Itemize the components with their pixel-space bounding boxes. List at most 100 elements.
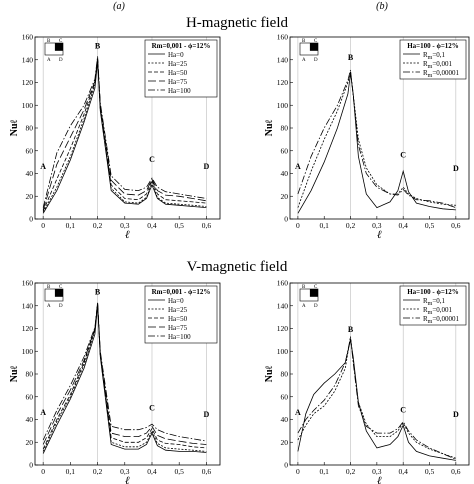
y-tick-label: 40 xyxy=(26,169,34,178)
legend-entry: Ha=75 xyxy=(168,78,188,86)
point-label-c: C xyxy=(400,151,406,160)
y-tick-label: 60 xyxy=(281,146,289,155)
chart-panel-4: 0 20 40 60 80 100 120 140 160 0 0,1 0,2 0,3 0,4 0,5 0,6… xyxy=(264,279,470,484)
y-tick-label: 80 xyxy=(26,370,34,379)
x-tick-label: 0,5 xyxy=(425,467,435,476)
y-tick-label: 0 xyxy=(284,215,288,224)
inset-block xyxy=(309,289,318,297)
series-line-1 xyxy=(297,339,456,461)
inset-corner-label: B xyxy=(302,285,306,290)
inset-block xyxy=(54,43,63,51)
legend-entry: Rm=0,1 xyxy=(423,297,446,307)
x-tick-label: 0,5 xyxy=(425,221,435,230)
x-tick-label: 0,1 xyxy=(320,467,330,476)
legend-box xyxy=(399,285,467,326)
x-axis-label: ℓ xyxy=(377,475,382,484)
legend-box xyxy=(144,39,218,98)
x-tick-label: 0,2 xyxy=(93,221,103,230)
y-tick-label: 0 xyxy=(29,461,33,470)
x-tick-label: 0,3 xyxy=(372,467,382,476)
point-label-a: A xyxy=(295,408,301,417)
y-tick-label: 160 xyxy=(22,279,34,288)
legend-entry: Ha=100 xyxy=(168,87,191,95)
x-tick-label: 0,4 xyxy=(399,467,409,476)
y-tick-label: 120 xyxy=(277,324,289,333)
series-line-2 xyxy=(42,59,207,213)
x-tick-label: 0,6 xyxy=(451,467,461,476)
x-tick-label: 0 xyxy=(41,467,45,476)
x-tick-label: 0,3 xyxy=(372,221,382,230)
series-line-2 xyxy=(297,71,456,208)
y-axis-label: Nuℓ xyxy=(9,365,20,382)
x-axis-label: ℓ xyxy=(125,475,130,484)
legend-title: Ha=100 - ϕ=12% xyxy=(407,288,459,296)
row-title-v: V-magnetic field xyxy=(187,259,288,275)
x-tick-label: 0 xyxy=(296,467,300,476)
series-line-1 xyxy=(42,305,207,454)
chart-panel-2: 0 20 40 60 80 100 120 140 160 0 0,1 0,2 0,3 0,4 0,5 0,6… xyxy=(264,33,470,241)
y-tick-label: 100 xyxy=(22,101,34,110)
y-tick-label: 40 xyxy=(26,415,34,424)
legend-title: Rm=0,001 - ϕ=12% xyxy=(152,288,211,296)
point-label-c: C xyxy=(400,406,406,415)
y-tick-label: 120 xyxy=(22,324,34,333)
legend-entry: Ha=50 xyxy=(168,315,188,323)
legend-entry: Rm=0,001 xyxy=(423,60,453,70)
chart-panel-1: 0 20 40 60 80 100 120 140 160 0 0,1 0,2 0,3 0,4 0,5 0,6… xyxy=(9,33,221,241)
legend-entry: Rm=0,00001 xyxy=(423,315,460,325)
inset-corner-label: C xyxy=(314,285,318,290)
chart-panel-3: 0 20 40 60 80 100 120 140 160 0 0,1 0,2 0,3 0,4 0,5 0,6… xyxy=(9,279,221,484)
point-label-b: B xyxy=(95,287,101,296)
series-line-3 xyxy=(42,58,207,212)
y-tick-label: 160 xyxy=(277,279,289,288)
legend-entry: Ha=0 xyxy=(168,51,184,59)
series-line-1 xyxy=(42,61,207,214)
series-line-3 xyxy=(297,337,456,460)
inset-corner-label: D xyxy=(59,58,63,63)
y-tick-label: 0 xyxy=(284,461,288,470)
point-label-a: A xyxy=(40,162,46,171)
y-tick-label: 100 xyxy=(277,101,289,110)
row-title-h: H-magnetic field xyxy=(186,15,289,31)
y-tick-label: 160 xyxy=(22,33,34,42)
inset-corner-label: D xyxy=(314,58,318,63)
y-tick-label: 80 xyxy=(26,124,34,133)
inset-corner-label: C xyxy=(59,39,63,44)
y-tick-label: 40 xyxy=(281,415,289,424)
legend-box xyxy=(399,39,467,80)
y-tick-label: 20 xyxy=(281,438,289,447)
inset-corner-label: C xyxy=(314,39,318,44)
inset-corner-label: A xyxy=(302,304,306,309)
point-label-b: B xyxy=(95,41,101,50)
series-line-2 xyxy=(297,336,456,459)
x-tick-label: 0,6 xyxy=(202,467,212,476)
y-tick-label: 20 xyxy=(26,438,34,447)
series-line-2 xyxy=(42,304,207,452)
point-label-a: A xyxy=(40,408,46,417)
y-tick-label: 140 xyxy=(22,301,34,310)
point-label-d: D xyxy=(204,410,210,419)
inset-corner-label: B xyxy=(47,39,51,44)
y-tick-label: 80 xyxy=(281,370,289,379)
legend-entry: Ha=50 xyxy=(168,69,188,77)
legend-entry: Ha=75 xyxy=(168,324,188,332)
x-tick-label: 0,1 xyxy=(320,221,330,230)
point-label-d: D xyxy=(453,410,459,419)
x-tick-label: 0,3 xyxy=(120,221,130,230)
point-label-d: D xyxy=(453,164,459,173)
inset-block xyxy=(54,289,63,297)
series-line-1 xyxy=(297,73,456,214)
legend-entry: Ha=0 xyxy=(168,297,184,305)
x-tick-label: 0 xyxy=(296,221,300,230)
legend-entry: Rm=0,001 xyxy=(423,306,453,316)
inset-corner-label: D xyxy=(314,304,318,309)
legend-box xyxy=(144,285,218,344)
point-label-c: C xyxy=(149,403,155,412)
point-label-d: D xyxy=(204,162,210,171)
x-axis-label: ℓ xyxy=(377,229,382,241)
y-tick-label: 120 xyxy=(22,78,34,87)
series-line-5 xyxy=(42,56,207,208)
inset-corner-label: A xyxy=(302,58,306,63)
y-tick-label: 60 xyxy=(26,392,34,401)
